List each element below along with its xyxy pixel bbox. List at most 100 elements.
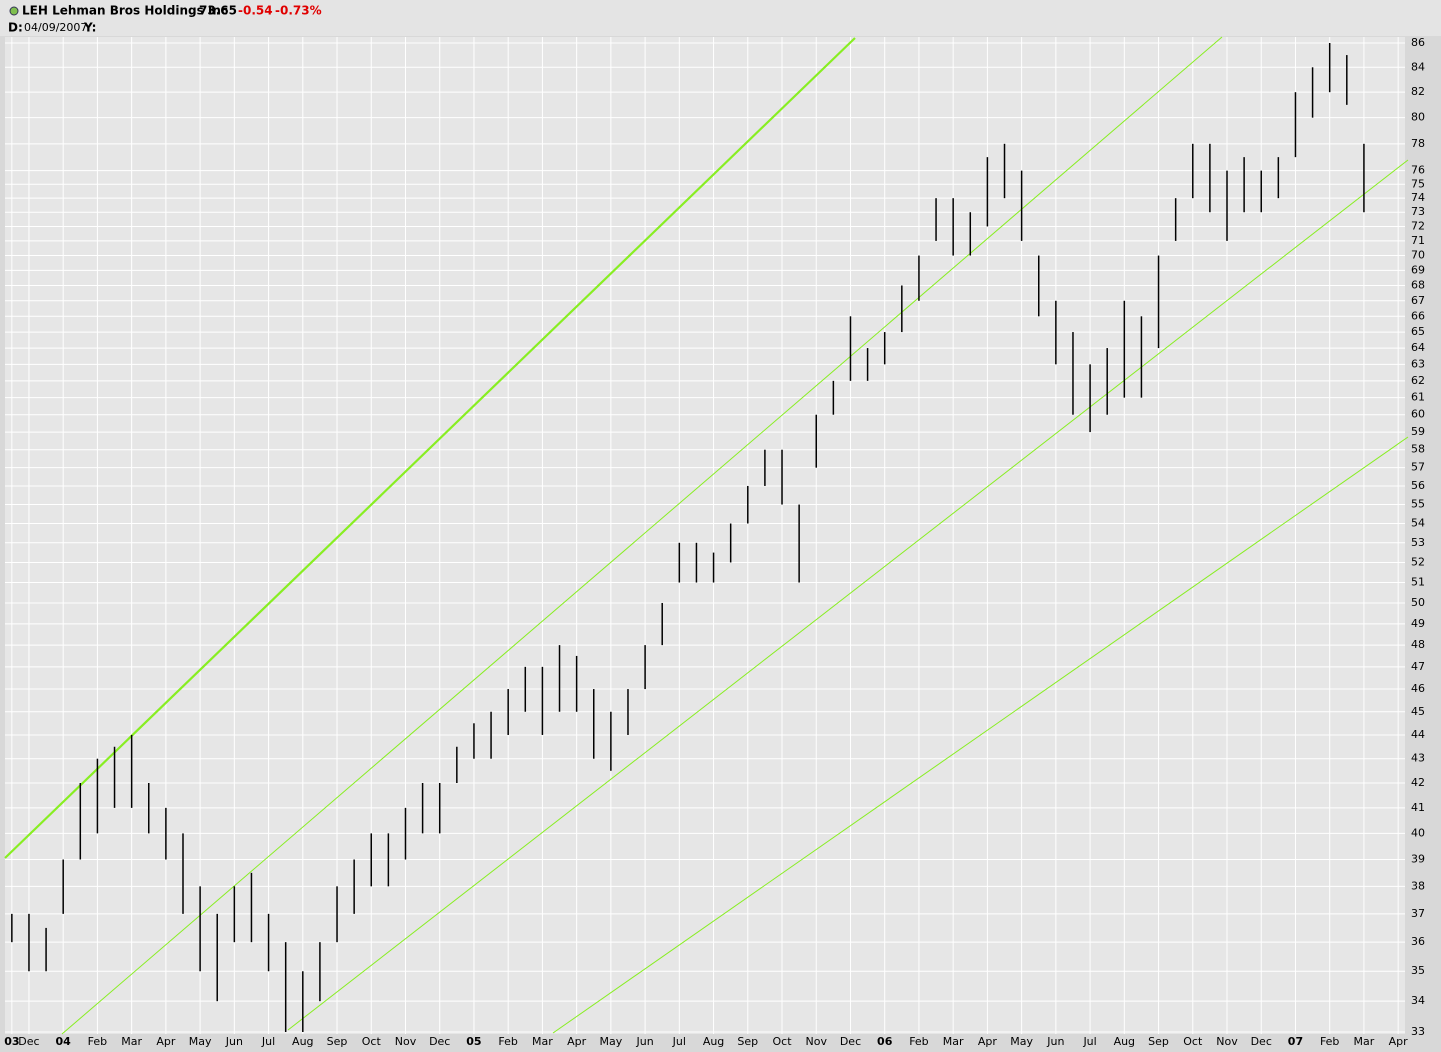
x-tick-label: 03 xyxy=(4,1035,19,1048)
status-icon xyxy=(9,6,19,16)
y-tick-label: 46 xyxy=(1411,682,1425,695)
y-tick-label: 47 xyxy=(1411,660,1425,673)
y-tick-label: 40 xyxy=(1411,826,1425,839)
x-tick-label: Jun xyxy=(1046,1035,1064,1048)
y-tick-label: 66 xyxy=(1411,309,1425,322)
x-tick-label: Sep xyxy=(1148,1035,1169,1048)
x-tick-label: Dec xyxy=(1251,1035,1272,1048)
y-tick-label: 53 xyxy=(1411,536,1425,549)
date-key: D: xyxy=(8,21,23,35)
x-tick-label: Apr xyxy=(156,1035,176,1048)
y-tick-label: 43 xyxy=(1411,752,1425,765)
x-tick-label: Jul xyxy=(672,1035,686,1048)
y-tick-label: 74 xyxy=(1411,191,1425,204)
y-tick-label: 69 xyxy=(1411,263,1425,276)
y-tick-label: 56 xyxy=(1411,479,1425,492)
y-tick-label: 58 xyxy=(1411,443,1425,456)
price: 73.65 xyxy=(199,4,237,18)
y-tick-label: 50 xyxy=(1411,596,1425,609)
y-tick-label: 48 xyxy=(1411,638,1425,651)
y-tick-label: 76 xyxy=(1411,164,1425,177)
y-tick-label: 62 xyxy=(1411,374,1425,387)
y-tick-label: 82 xyxy=(1411,85,1425,98)
y-tick-label: 51 xyxy=(1411,576,1425,589)
x-tick-label: Dec xyxy=(840,1035,861,1048)
date: 04/09/2007 xyxy=(24,21,87,34)
y-tick-label: 37 xyxy=(1411,907,1425,920)
x-tick-label: Sep xyxy=(327,1035,348,1048)
y-tick-label: 63 xyxy=(1411,357,1425,370)
x-tick-label: Jul xyxy=(1082,1035,1096,1048)
x-tick-label: Aug xyxy=(1114,1035,1135,1048)
x-tick-label: Jul xyxy=(261,1035,275,1048)
y-tick-label: 52 xyxy=(1411,555,1425,568)
y-tick-label: 55 xyxy=(1411,498,1425,511)
y-tick-label: 65 xyxy=(1411,325,1425,338)
x-tick-label: Feb xyxy=(88,1035,107,1048)
y-tick-label: 75 xyxy=(1411,177,1425,190)
change: -0.54 xyxy=(238,4,273,18)
y-tick-label: 57 xyxy=(1411,461,1425,474)
x-tick-label: Feb xyxy=(498,1035,517,1048)
x-tick-label: Aug xyxy=(292,1035,313,1048)
y-tick-label: 38 xyxy=(1411,879,1425,892)
y-tick-label: 71 xyxy=(1411,234,1425,247)
y-tick-label: 42 xyxy=(1411,776,1425,789)
y-tick-label: 35 xyxy=(1411,964,1425,977)
x-tick-label: 06 xyxy=(877,1035,893,1048)
x-tick-label: Feb xyxy=(1320,1035,1339,1048)
y-tick-label: 36 xyxy=(1411,935,1425,948)
y-tick-label: 86 xyxy=(1411,36,1425,49)
x-tick-label: Aug xyxy=(703,1035,724,1048)
x-tick-label: Oct xyxy=(773,1035,793,1048)
x-tick-label: Apr xyxy=(978,1035,998,1048)
symbol: LEH Lehman Bros Holdings Inc xyxy=(22,4,228,18)
y-tick-label: 80 xyxy=(1411,111,1425,124)
y-tick-label: 41 xyxy=(1411,801,1425,814)
x-tick-label: 05 xyxy=(466,1035,481,1048)
x-tick-label: 04 xyxy=(56,1035,72,1048)
y-tick-label: 39 xyxy=(1411,853,1425,866)
y-tick-label: 44 xyxy=(1411,728,1425,741)
trendlines xyxy=(4,36,1409,1035)
header-bar xyxy=(0,0,1441,36)
trendline xyxy=(61,36,1223,1035)
y-tick-label: 72 xyxy=(1411,219,1425,232)
x-tick-label: Nov xyxy=(806,1035,828,1048)
x-tick-label: Jun xyxy=(636,1035,654,1048)
y-tick-label: 78 xyxy=(1411,137,1425,150)
y-tick-label: 70 xyxy=(1411,249,1425,262)
y-tick-label: 73 xyxy=(1411,205,1425,218)
x-tick-label: Nov xyxy=(1216,1035,1238,1048)
x-tick-label: Oct xyxy=(362,1035,382,1048)
x-tick-label: May xyxy=(599,1035,622,1048)
y-tick-label: 49 xyxy=(1411,617,1425,630)
y-tick-label: 45 xyxy=(1411,705,1425,718)
y-tick-label: 54 xyxy=(1411,517,1425,530)
x-tick-label: Dec xyxy=(429,1035,450,1048)
plot-area xyxy=(5,37,1405,1034)
x-tick-label: Mar xyxy=(1354,1035,1375,1048)
x-tick-label: 07 xyxy=(1288,1035,1303,1048)
y-tick-label: 34 xyxy=(1411,994,1425,1007)
x-tick-label: Apr xyxy=(1389,1035,1409,1048)
y-tick-label: 64 xyxy=(1411,341,1425,354)
x-tick-label: Oct xyxy=(1183,1035,1203,1048)
trendline xyxy=(4,37,856,859)
y-tick-label: 33 xyxy=(1411,1025,1425,1038)
x-tick-label: Sep xyxy=(737,1035,758,1048)
x-tick-label: Mar xyxy=(532,1035,553,1048)
trendline xyxy=(552,436,1409,1034)
x-tick-label: May xyxy=(189,1035,212,1048)
x-tick-label: Apr xyxy=(567,1035,587,1048)
x-tick-label: Feb xyxy=(909,1035,928,1048)
x-tick-label: Mar xyxy=(943,1035,964,1048)
y-key: Y: xyxy=(83,21,96,35)
y-tick-label: 59 xyxy=(1411,425,1425,438)
x-tick-label: Jun xyxy=(225,1035,243,1048)
change-pct: -0.73% xyxy=(275,4,322,18)
x-tick-label: May xyxy=(1010,1035,1033,1048)
y-tick-label: 60 xyxy=(1411,408,1425,421)
